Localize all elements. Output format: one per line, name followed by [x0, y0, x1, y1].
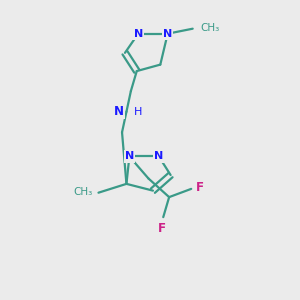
Text: N: N [154, 152, 164, 161]
Text: CH₃: CH₃ [200, 23, 219, 33]
Text: H: H [134, 107, 142, 117]
Text: F: F [196, 181, 204, 194]
Text: N: N [114, 105, 124, 118]
Text: N: N [125, 152, 134, 161]
Text: F: F [158, 221, 166, 235]
Text: N: N [134, 29, 143, 39]
Text: CH₃: CH₃ [73, 187, 93, 197]
Text: N: N [163, 29, 172, 39]
